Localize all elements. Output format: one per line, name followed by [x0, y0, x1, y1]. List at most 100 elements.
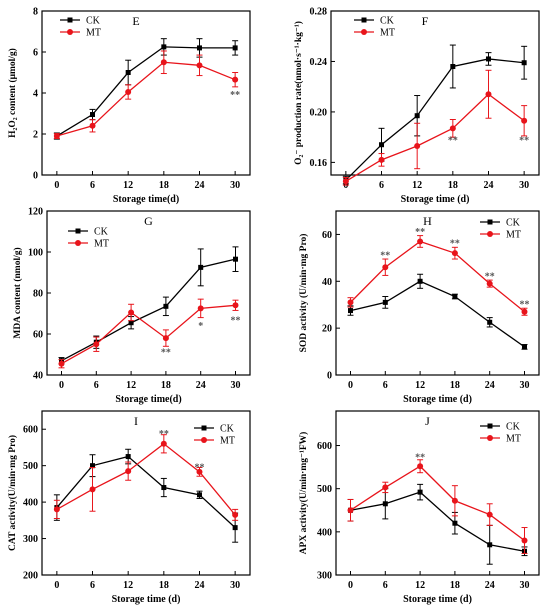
- data-point: [414, 142, 421, 149]
- data-point: [449, 125, 456, 132]
- data-point: [382, 264, 389, 271]
- legend-marker: [361, 29, 367, 35]
- x-tick-label: 18: [450, 380, 460, 391]
- x-tick-label: 24: [485, 380, 495, 391]
- data-point: [125, 454, 131, 460]
- series-MT: [53, 50, 239, 140]
- chart-J: 0 6 12 18 24 30 300 400 500 600 Storage time (d) AP…: [298, 410, 540, 605]
- y-tick-label: 0.16: [310, 158, 328, 169]
- data-point: [417, 489, 423, 495]
- data-point: [382, 299, 388, 305]
- data-point: [89, 122, 96, 129]
- x-tick-label: 24: [194, 180, 204, 191]
- data-point: [347, 299, 354, 306]
- data-point: [450, 64, 456, 70]
- y-tick-label: 500: [23, 461, 38, 472]
- x-tick-label: 12: [415, 380, 425, 391]
- data-point: [417, 463, 424, 470]
- data-point: [487, 542, 493, 548]
- data-point: [160, 440, 167, 447]
- data-point: [347, 507, 354, 514]
- y-tick-label: 2: [33, 130, 38, 141]
- legend-label: MT: [506, 230, 521, 241]
- x-tick-label: 6: [379, 180, 384, 191]
- chart-G: 0 6 12 18 24 30 40 60 80 100 120 Storage time(d) MDA…: [12, 207, 251, 405]
- plot-frame: [41, 410, 251, 576]
- significance-label: **: [231, 316, 241, 327]
- significance-label: **: [520, 300, 530, 311]
- data-point: [162, 335, 169, 342]
- panel-title: E: [132, 14, 139, 28]
- x-tick-label: 0: [348, 380, 353, 391]
- legend-marker: [487, 219, 493, 225]
- data-point: [58, 360, 65, 367]
- data-point: [232, 525, 238, 531]
- data-point: [233, 256, 238, 262]
- data-point: [451, 497, 458, 504]
- x-tick-label: 24: [485, 580, 495, 591]
- x-tick-label: 6: [383, 580, 388, 591]
- x-tick-label: 18: [450, 580, 460, 591]
- legend-label: CK: [220, 424, 235, 435]
- data-point: [382, 501, 388, 507]
- x-tick-label: 12: [123, 580, 133, 591]
- data-point: [90, 112, 96, 118]
- series-MT: [347, 235, 528, 316]
- significance-label: **: [450, 239, 460, 250]
- significance-label: **: [161, 347, 171, 358]
- series-MT: [347, 459, 528, 554]
- legend-marker: [201, 437, 207, 443]
- x-tick-label: 24: [196, 380, 206, 391]
- series-CK: [347, 273, 528, 350]
- plot-frame: [41, 10, 251, 176]
- y-tick-label: 0.20: [310, 107, 328, 118]
- legend-label: CK: [86, 16, 101, 27]
- x-axis-label: Storage time(d): [115, 394, 181, 405]
- y-tick-label: 0: [327, 371, 332, 382]
- legend-marker: [487, 423, 493, 429]
- data-point: [487, 319, 493, 325]
- data-point: [521, 117, 528, 124]
- x-tick-label: 0: [54, 580, 59, 591]
- plot-frame: [335, 410, 540, 576]
- x-tick-label: 6: [383, 380, 388, 391]
- series-line: [345, 93, 525, 182]
- data-point: [232, 45, 238, 51]
- x-tick-label: 24: [194, 580, 204, 591]
- data-point: [452, 520, 458, 526]
- x-tick-label: 30: [230, 580, 240, 591]
- data-point: [53, 133, 60, 140]
- x-axis-label: Storage time (d): [401, 194, 470, 205]
- legend-marker: [487, 435, 493, 441]
- significance-label: **: [415, 227, 425, 238]
- significance-label: **: [485, 271, 495, 282]
- x-axis-label: Storage time (d): [403, 594, 472, 605]
- series-CK: [53, 38, 239, 140]
- y-tick-label: 40: [322, 277, 332, 288]
- data-point: [521, 308, 528, 315]
- series-line: [56, 61, 236, 137]
- x-axis-label: Storage time (d): [112, 594, 181, 605]
- x-tick-label: 30: [519, 180, 529, 191]
- legend-label: CK: [380, 16, 395, 27]
- x-tick-label: 18: [448, 180, 458, 191]
- data-point: [521, 537, 528, 544]
- panel-title: I: [134, 414, 138, 428]
- plot-frame: [46, 210, 251, 376]
- x-tick-label: 18: [161, 380, 171, 391]
- legend-marker: [361, 17, 367, 23]
- legend-label: CK: [94, 227, 109, 238]
- significance-label: *: [198, 321, 203, 332]
- series-line: [350, 491, 525, 552]
- y-axis-label: CAT activity(U/min·mg Pro): [7, 435, 18, 551]
- y-tick-label: 200: [23, 571, 38, 582]
- x-tick-label: 30: [230, 180, 240, 191]
- y-tick-label: 6: [33, 48, 38, 59]
- y-tick-label: 600: [23, 425, 38, 436]
- x-axis-label: Storage time(d): [113, 194, 179, 205]
- data-point: [89, 486, 96, 493]
